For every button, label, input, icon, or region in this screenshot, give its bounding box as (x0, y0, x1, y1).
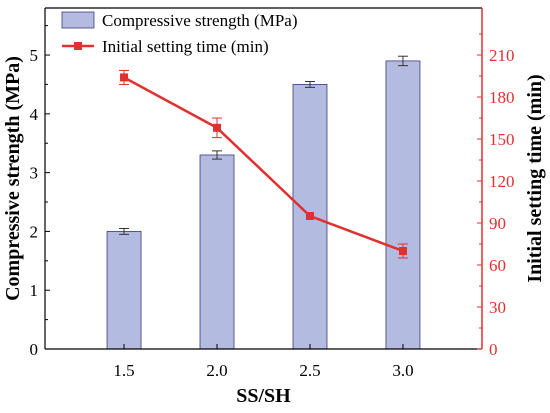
left-y-axis-title: Compressive strength (MPa) (2, 56, 24, 301)
left-y-tick-label: 2 (30, 222, 39, 241)
line-point (305, 212, 314, 221)
left-y-tick-label: 1 (30, 281, 39, 300)
legend-line-marker (74, 42, 82, 50)
legend: Compressive strength (MPa) Initial setti… (61, 11, 297, 56)
legend-bar-swatch (61, 11, 95, 29)
line-point (120, 73, 129, 82)
right-y-tick-label: 60 (489, 256, 506, 275)
right-y-tick-label: 120 (489, 172, 515, 191)
bar (106, 231, 142, 350)
x-axis-title: SS/SH (236, 385, 291, 407)
setting-time-line (123, 76, 404, 253)
right-y-tick-label: 150 (489, 130, 515, 149)
legend-line-label: Initial setting time (min) (102, 37, 269, 56)
right-y-tick-label: 0 (489, 340, 498, 359)
line-point (398, 247, 407, 256)
x-tick-label: 3.0 (392, 361, 413, 380)
right-y-axis-title: Initial setting time (min) (524, 74, 546, 282)
right-y-tick-label: 180 (489, 88, 515, 107)
line-point (213, 123, 222, 132)
left-y-tick-label: 4 (30, 105, 39, 124)
x-tick-label: 2.0 (206, 361, 227, 380)
right-y-tick-label: 210 (489, 46, 515, 65)
bar (385, 60, 421, 350)
legend-bar-label: Compressive strength (MPa) (102, 11, 297, 30)
right-y-tick-label: 90 (489, 214, 506, 233)
ticks-layer: 0 1 2 3 4 5 0 30 60 90 120 150 180 210 1.5 2.0 2.5 3.0 (30, 25, 515, 380)
bars-layer (106, 55, 421, 350)
axes-layer (44, 7, 483, 350)
x-tick-label: 1.5 (113, 361, 134, 380)
x-tick-label: 2.5 (299, 361, 320, 380)
left-y-tick-label: 0 (30, 340, 39, 359)
left-y-tick-label: 5 (30, 46, 39, 65)
bar (199, 154, 235, 350)
left-y-tick-label: 3 (30, 164, 39, 183)
line-layer (119, 69, 408, 259)
right-y-tick-label: 30 (489, 298, 506, 317)
